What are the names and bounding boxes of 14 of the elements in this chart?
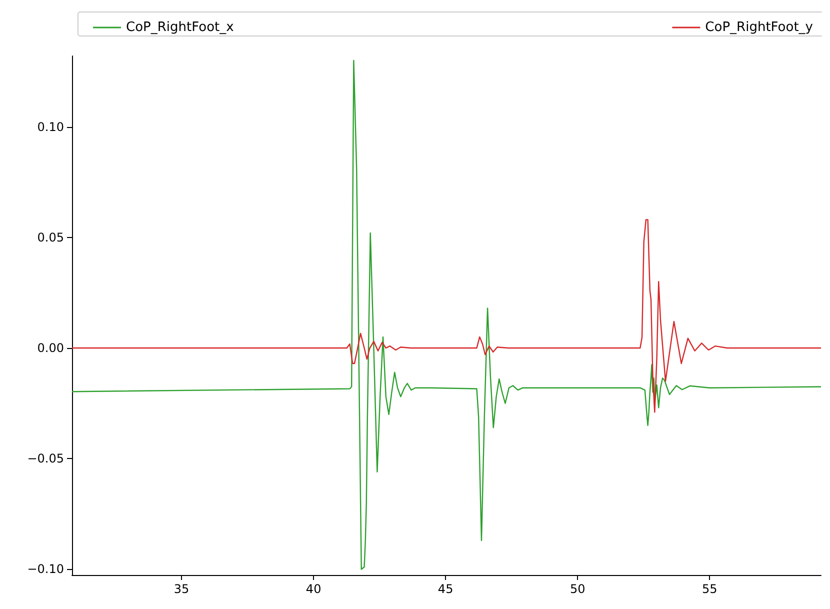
line-series bbox=[71, 219, 822, 413]
legend-label: CoP_RightFoot_x bbox=[126, 20, 234, 35]
x-tick-label: 35 bbox=[174, 582, 190, 596]
y-tick-label: 0.10 bbox=[37, 120, 64, 134]
legend-label: CoP_RightFoot_y bbox=[705, 20, 814, 35]
y-tick-label: −0.10 bbox=[27, 562, 64, 576]
x-tick-label: 50 bbox=[570, 582, 586, 596]
y-tick-label: −0.05 bbox=[27, 452, 64, 466]
x-tick-label: 55 bbox=[702, 582, 718, 596]
line-series bbox=[71, 60, 822, 570]
y-tick-label: 0.05 bbox=[37, 230, 64, 244]
y-tick-label: 0.00 bbox=[37, 341, 64, 356]
x-tick-label: 45 bbox=[438, 582, 454, 596]
x-tick-label: 40 bbox=[306, 582, 322, 596]
